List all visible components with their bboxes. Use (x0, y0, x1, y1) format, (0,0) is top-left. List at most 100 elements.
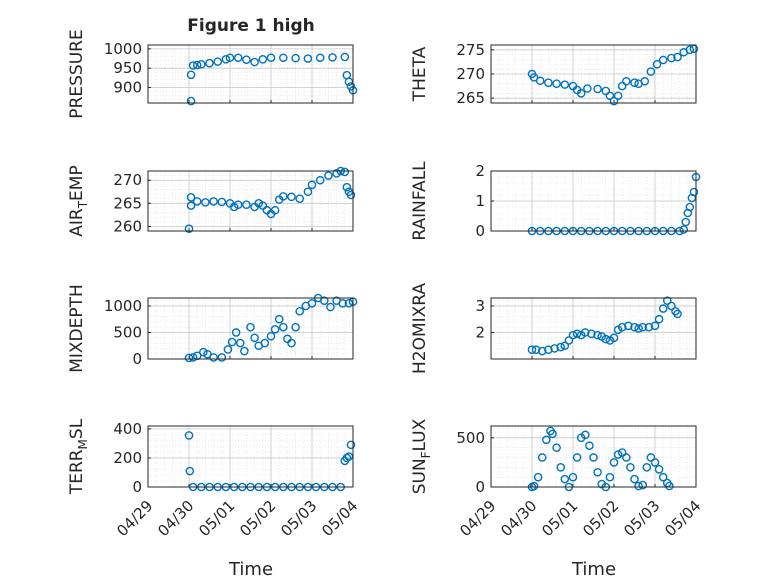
data-point (601, 334, 611, 344)
data-point (587, 329, 596, 339)
data-point (689, 187, 699, 197)
y-tick-label: 2 (475, 323, 485, 341)
data-point (605, 91, 615, 101)
y-tick-label: 3 (475, 297, 485, 315)
data-point (593, 330, 602, 340)
data-point (307, 180, 317, 190)
data-point (278, 53, 288, 63)
data-point (291, 53, 300, 63)
y-axis-label: SUNFLUX (410, 418, 433, 494)
data-point (638, 480, 648, 490)
data-point (626, 463, 635, 472)
x-tick-label: 05/04 (661, 497, 704, 540)
data-point (681, 217, 691, 227)
data-point (186, 201, 196, 210)
data-point (303, 187, 313, 197)
data-point (548, 429, 557, 439)
y-tick-label: 0 (475, 222, 485, 240)
y-tick-label: 0 (132, 350, 142, 368)
x-tick-label: 05/03 (277, 497, 320, 540)
data-point (560, 341, 570, 351)
y-tick-label: 900 (113, 79, 142, 97)
data-point (630, 474, 639, 484)
y-tick-label: 1 (475, 192, 485, 210)
data-point (283, 334, 292, 344)
data-point (535, 76, 545, 86)
data-point (527, 345, 537, 355)
data-point (634, 481, 643, 491)
data-point (346, 190, 356, 200)
data-point (609, 333, 619, 343)
data-point (192, 60, 202, 70)
data-point (240, 346, 249, 356)
y-tick-label: 400 (113, 420, 142, 438)
data-point (581, 328, 590, 337)
data-point (246, 322, 255, 332)
data-point (556, 463, 566, 472)
data-point (634, 324, 643, 333)
data-point (685, 45, 695, 55)
axes-frame (490, 425, 697, 488)
x-tick-label: 05/02 (236, 497, 279, 540)
data-point (328, 53, 337, 62)
data-point (617, 322, 627, 332)
data-point (613, 450, 623, 459)
data-point (617, 81, 627, 91)
data-point (654, 314, 664, 324)
data-point (552, 443, 561, 452)
y-tick-label: 0 (475, 478, 485, 496)
data-point (646, 67, 656, 76)
y-tick-label: 950 (113, 59, 142, 77)
data-point (184, 224, 194, 233)
data-point (213, 57, 222, 66)
data-point (260, 338, 270, 348)
data-point (188, 61, 198, 70)
data-point (593, 467, 602, 477)
data-point (231, 328, 241, 337)
data-point (533, 472, 543, 482)
y-tick-label: 260 (113, 217, 142, 235)
y-tick-label: 500 (113, 323, 142, 341)
data-point (585, 441, 594, 450)
data-point (217, 353, 227, 362)
x-tick-label: 04/30 (154, 497, 197, 540)
data-point (185, 466, 195, 476)
axes-frame (147, 44, 354, 104)
data-point (278, 322, 288, 332)
data-point (622, 76, 631, 86)
figure-title: Figure 1 high (187, 16, 315, 36)
data-point (344, 452, 354, 461)
data-point (658, 472, 668, 482)
data-point (209, 353, 218, 362)
subplot-h2omixra: 2 3 H2OMIXRA (410, 283, 697, 374)
data-point (650, 321, 660, 331)
data-point (217, 197, 227, 207)
data-point (274, 314, 284, 324)
data-point (223, 345, 233, 354)
subplot-mixdepth: 0 500 1000 MIXDEPTH (67, 284, 358, 373)
data-point (186, 70, 196, 80)
y-axis-label: MIXDEPTH (67, 284, 87, 373)
data-point (644, 322, 654, 332)
data-point (205, 58, 214, 68)
data-point (295, 194, 305, 203)
data-point (568, 330, 578, 340)
data-point (593, 84, 602, 94)
data-point (564, 336, 574, 345)
x-tick-label: 05/02 (579, 497, 622, 540)
data-point (556, 342, 566, 352)
data-point (609, 96, 619, 106)
data-point (338, 299, 348, 308)
data-point (685, 202, 695, 212)
data-point (291, 322, 300, 332)
data-point (258, 55, 268, 64)
data-point (654, 464, 664, 474)
data-point (287, 338, 296, 348)
data-point (295, 306, 305, 316)
data-point (663, 296, 672, 305)
data-point (340, 167, 350, 177)
data-point (201, 198, 210, 207)
data-point (242, 200, 251, 209)
data-point (184, 431, 194, 440)
data-point (315, 53, 325, 63)
